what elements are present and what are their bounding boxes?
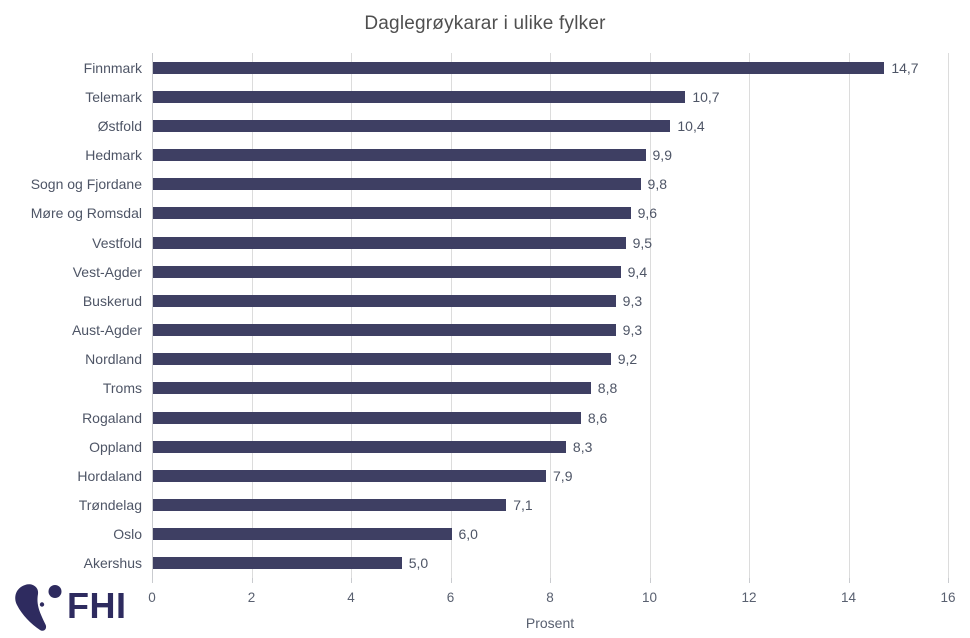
category-label: Vest-Agder [72, 263, 142, 280]
value-label: 9,9 [652, 147, 672, 164]
category-label: Aust-Agder [71, 322, 142, 339]
fhi-logo-text: FHI [67, 585, 127, 626]
category-label: Hordaland [77, 467, 142, 484]
x-tick-label: 4 [347, 590, 355, 605]
axis-tick [848, 578, 850, 583]
category-label: Nordland [85, 351, 142, 368]
category-label: Sogn og Fjordane [30, 176, 142, 193]
category-label: Telemark [85, 88, 142, 105]
axis-tick [649, 578, 651, 583]
bar [153, 469, 547, 482]
x-tick-label: 10 [641, 590, 658, 605]
category-label: Rogaland [82, 409, 142, 426]
bar [153, 557, 402, 570]
category-label: Oslo [113, 526, 142, 543]
value-label: 14,7 [891, 59, 919, 76]
bar [153, 119, 671, 132]
axis-tick [251, 578, 253, 583]
value-label: 6,0 [458, 526, 478, 543]
gridline [848, 53, 850, 578]
axis-tick [351, 578, 352, 583]
value-label: 8,8 [597, 380, 618, 397]
x-tick-label: 2 [247, 590, 256, 605]
x-tick-label: 0 [148, 590, 156, 605]
category-label: Møre og Romsdal [30, 205, 142, 222]
value-label: 9,6 [637, 205, 658, 222]
x-axis-title: Prosent [525, 615, 575, 631]
x-tick-label: 8 [546, 590, 554, 605]
gridline [351, 53, 352, 578]
category-label: Buskerud [82, 292, 142, 309]
category-label: Finnmark [83, 59, 142, 76]
bar [153, 90, 686, 103]
bar [153, 149, 646, 162]
axis-tick [152, 578, 153, 583]
value-label: 9,3 [622, 292, 643, 309]
category-label: Oppland [89, 438, 142, 455]
value-label: 9,8 [647, 176, 668, 193]
bar [153, 499, 507, 512]
category-label: Hedmark [85, 147, 142, 164]
value-label: 7,1 [513, 497, 533, 514]
bar [153, 440, 566, 453]
value-label: 9,3 [622, 322, 643, 339]
bar [153, 353, 611, 366]
chart-title: Daglegrøykarar i ulike fylker [364, 13, 606, 34]
bar [153, 265, 621, 278]
category-label: Troms [102, 380, 142, 397]
bar [153, 236, 626, 249]
gridline [450, 53, 452, 578]
bar [153, 382, 591, 395]
gridline [649, 53, 651, 578]
value-label: 8,3 [572, 438, 593, 455]
bar [153, 411, 581, 424]
bar [153, 294, 616, 307]
value-label: 7,9 [553, 467, 573, 484]
x-tick-label: 6 [446, 590, 455, 605]
category-label: Trøndelag [78, 497, 142, 514]
value-label: 10,7 [692, 88, 720, 105]
value-label: 5,0 [408, 555, 429, 572]
value-label: 9,2 [617, 351, 638, 368]
axis-tick [550, 578, 551, 583]
x-tick-label: 14 [840, 590, 857, 605]
bar [153, 324, 616, 337]
bar [153, 207, 631, 220]
value-label: 8,6 [587, 409, 608, 426]
gridline [948, 53, 949, 578]
fhi-logo-icon [15, 584, 62, 631]
axis-tick [948, 578, 949, 583]
fhi-logo: FHI [12, 579, 127, 633]
category-label: Akershus [83, 555, 142, 572]
gridline [550, 53, 551, 578]
value-label: 9,4 [627, 263, 648, 280]
gridline [749, 53, 750, 578]
gridline [152, 53, 153, 583]
bar [153, 61, 885, 74]
x-tick-label: 16 [940, 590, 956, 605]
value-label: 9,5 [632, 234, 653, 251]
category-label: Vestfold [92, 234, 142, 251]
axis-tick [450, 578, 452, 583]
gridline [251, 53, 253, 578]
bar [153, 178, 641, 191]
axis-tick [749, 578, 750, 583]
category-label: Østfold [97, 117, 142, 134]
value-label: 10,4 [677, 117, 705, 134]
bar [153, 528, 452, 541]
x-tick-label: 12 [741, 590, 757, 605]
